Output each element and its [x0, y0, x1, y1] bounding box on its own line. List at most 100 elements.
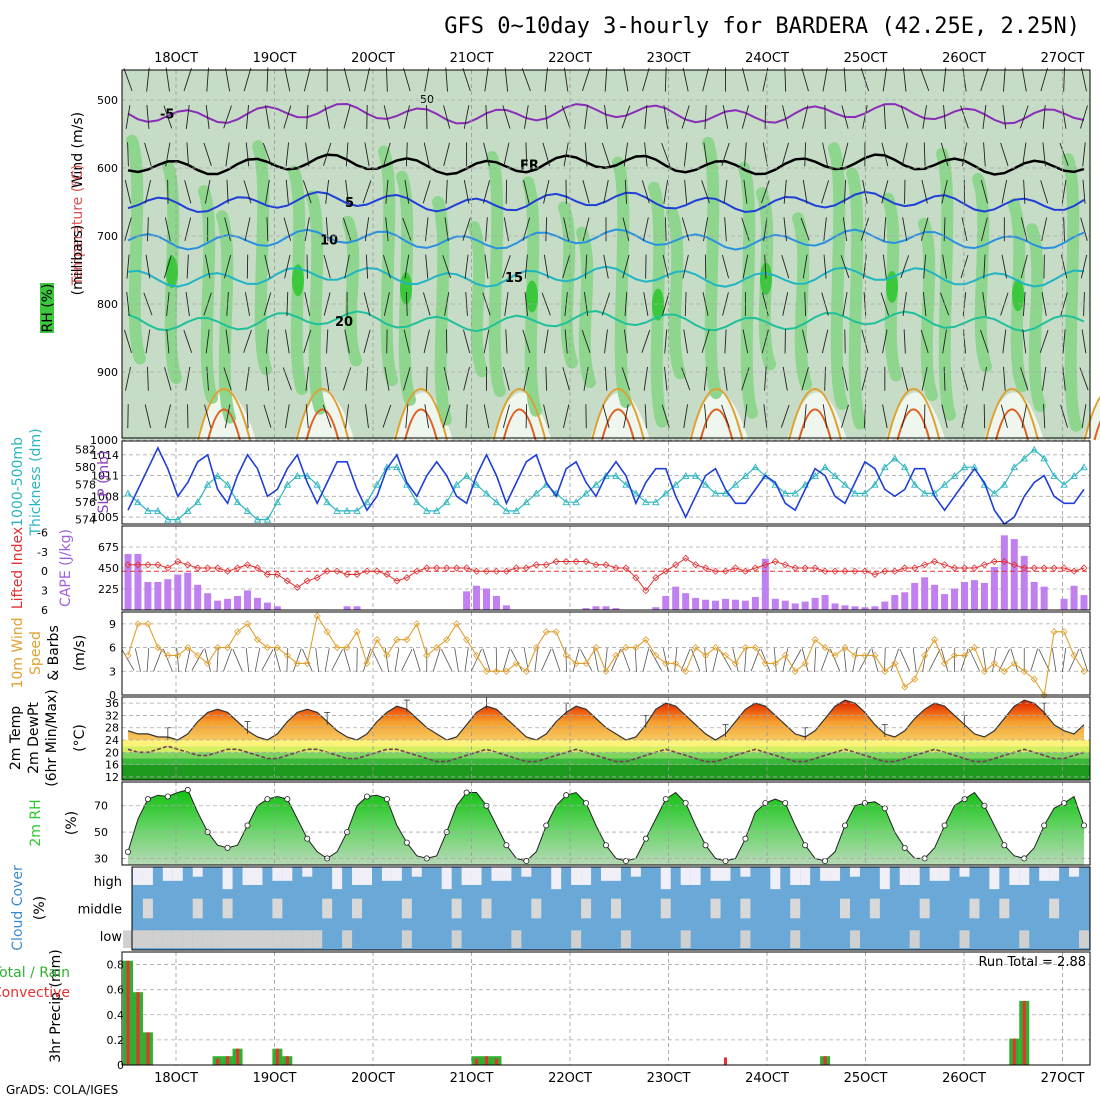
wind-speed-point — [731, 659, 740, 667]
thickness-point — [562, 498, 570, 506]
thickness-point — [462, 472, 471, 479]
wind-barb — [502, 648, 511, 672]
wind-barb — [464, 648, 469, 672]
wind-barb — [1000, 142, 1009, 166]
thickness-point — [164, 515, 172, 523]
wind-barb — [543, 180, 550, 204]
wind-barb — [323, 254, 331, 279]
wind-barb — [603, 254, 609, 279]
precip-convective-bar — [724, 1057, 727, 1065]
cloud-mid-cell — [581, 898, 592, 919]
lifted-point — [233, 564, 242, 572]
bottom-time-label: 19OCT — [253, 1071, 297, 1086]
wind-barb — [206, 67, 209, 92]
wind-barb — [1001, 254, 1008, 279]
bottom-time-label: 20OCT — [351, 1071, 395, 1086]
thickness-point — [861, 489, 869, 497]
wind-barb — [1021, 67, 1027, 92]
thickness-point — [791, 489, 799, 497]
cape-tick-label: 675 — [98, 541, 119, 554]
wind-barb — [802, 329, 809, 354]
lifted-point — [383, 570, 391, 579]
wind-barb — [960, 367, 969, 391]
wind-barb — [302, 180, 312, 204]
wind-barb — [285, 329, 290, 354]
cape-bar — [224, 598, 232, 610]
wind-barb — [823, 254, 827, 279]
thickness-point — [1070, 472, 1078, 479]
wind-speed-point — [134, 620, 142, 628]
wind-barb — [841, 142, 849, 167]
thickness-point — [273, 498, 282, 506]
precip-tick-label: 0.2 — [107, 1034, 125, 1047]
thickness-point — [442, 498, 451, 506]
wind-barb — [521, 68, 531, 92]
wind-barb — [881, 180, 889, 204]
cloud-high-gap — [571, 867, 582, 885]
top-time-label: 26OCT — [942, 51, 986, 66]
rh-point — [224, 844, 231, 851]
cloud-high-gap — [959, 867, 970, 877]
thickness-point — [652, 498, 660, 506]
wind-barb — [664, 217, 667, 242]
wind-barb — [802, 105, 809, 129]
panel-frame — [121, 781, 1091, 866]
cloud-high-gap — [352, 867, 363, 885]
wind-speed-point — [941, 659, 949, 667]
cloud-row-label: middle — [78, 903, 122, 918]
cloud-low-cell — [680, 930, 691, 948]
wind-barb — [902, 217, 908, 242]
wind-barb — [524, 254, 528, 279]
cloud-high-gap — [461, 867, 472, 885]
cape-bar — [970, 580, 978, 610]
wind-barb — [443, 366, 450, 391]
wind-barb — [462, 68, 471, 92]
lifted-point — [443, 564, 451, 572]
wind-speed-point — [184, 644, 192, 652]
wind-barb — [264, 254, 271, 279]
cloud-high-gap — [381, 867, 392, 881]
wind-barb — [663, 179, 669, 204]
wind-barb — [601, 142, 611, 166]
wind-barb — [981, 217, 988, 241]
lifted-point — [711, 567, 720, 575]
wind-barb — [465, 404, 468, 429]
thickness-point — [841, 480, 849, 488]
thickness-point — [582, 489, 590, 497]
wind-barb — [325, 366, 330, 391]
wind-barb — [884, 647, 886, 673]
cloud-high-gap — [929, 867, 940, 881]
cape-bar — [1020, 555, 1028, 610]
wind-barb — [482, 180, 491, 204]
wind-speed-point — [1080, 667, 1088, 675]
wind-barb — [703, 142, 708, 167]
wind-barb — [1002, 105, 1007, 129]
cloud-low-cell — [302, 930, 313, 948]
cape-bar — [612, 608, 620, 610]
thickness-point — [632, 489, 640, 497]
lifted-point — [1080, 564, 1088, 572]
wind-speed-point — [612, 651, 620, 660]
cape-bar — [692, 597, 700, 610]
wind-barb — [942, 329, 947, 354]
cloud-high-gap — [740, 867, 751, 877]
wind-barb — [623, 404, 629, 429]
cape-bar — [194, 584, 202, 610]
thickness-point — [1030, 445, 1038, 453]
bottom-time-label: 22OCT — [548, 1071, 592, 1086]
wind-barb — [226, 179, 229, 204]
wind-barb — [941, 404, 948, 428]
wind-barb — [980, 68, 989, 92]
thickness-point — [751, 463, 760, 471]
wind-barb — [405, 404, 409, 429]
cloud-high-gap — [391, 867, 402, 881]
lifted-point — [911, 564, 919, 572]
wind-barb — [604, 366, 608, 391]
cloud-high-gap — [282, 867, 293, 881]
cape-bar — [244, 590, 251, 610]
wind-barb — [163, 254, 172, 279]
wind-barb — [404, 179, 410, 204]
lifted-tick-label: 3 — [41, 585, 48, 598]
wind-barb — [485, 217, 488, 242]
wind-barb — [265, 179, 270, 204]
